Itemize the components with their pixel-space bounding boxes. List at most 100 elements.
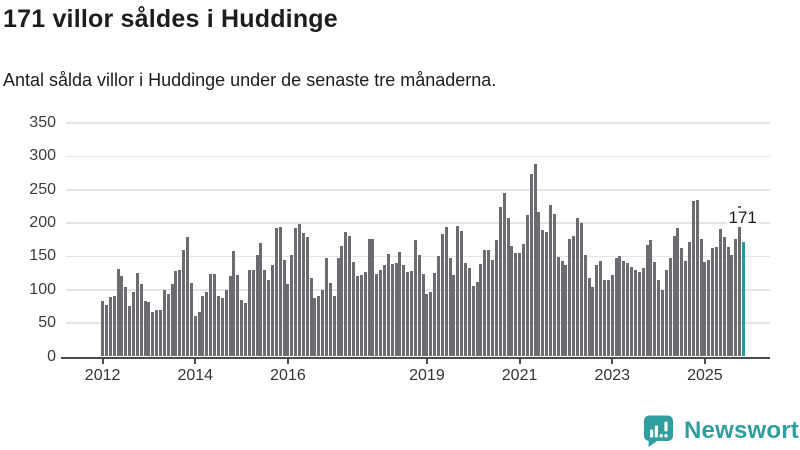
bar — [344, 232, 348, 357]
bar — [151, 312, 155, 357]
bar — [413, 240, 417, 357]
x-axis-tick-label: 2019 — [409, 367, 445, 384]
bar — [703, 261, 707, 357]
x-axis-line — [61, 356, 770, 359]
bar — [282, 259, 286, 357]
newsworthy-speech-bubble-chart-icon — [644, 415, 673, 447]
bar — [355, 276, 359, 357]
bar — [626, 263, 630, 357]
bar — [714, 247, 718, 357]
bar — [726, 247, 730, 357]
bar — [124, 287, 128, 357]
bar — [286, 284, 290, 357]
x-axis-tick-label: 2014 — [177, 367, 214, 384]
x-axis-tick-label: 2023 — [594, 367, 631, 384]
bar — [491, 259, 495, 357]
bar — [220, 297, 224, 357]
bar — [332, 296, 336, 357]
bar — [159, 309, 162, 357]
bar — [155, 310, 159, 357]
bar — [170, 284, 174, 357]
bar — [421, 274, 425, 357]
x-axis-tick — [703, 359, 706, 364]
bar — [699, 239, 703, 357]
bar — [162, 289, 166, 357]
bar — [321, 289, 325, 357]
bar — [572, 236, 576, 357]
bar — [186, 237, 190, 357]
bar — [336, 258, 340, 357]
bar — [209, 273, 213, 357]
bar — [483, 249, 487, 357]
bar — [278, 227, 282, 357]
bar — [213, 273, 217, 357]
bar — [128, 306, 132, 357]
bar — [243, 303, 247, 357]
bar — [560, 261, 564, 357]
bar — [494, 239, 498, 357]
bar — [653, 261, 657, 357]
bar — [502, 193, 506, 357]
bar — [618, 256, 622, 357]
bar — [633, 269, 637, 357]
bar — [425, 294, 429, 357]
y-axis-tick-label: 250 — [29, 180, 56, 198]
bar — [228, 275, 232, 357]
bar — [456, 225, 460, 357]
bar — [487, 249, 491, 357]
last-value-label: 171 — [726, 208, 759, 227]
x-axis-tick — [425, 359, 428, 364]
bar — [579, 223, 583, 357]
bar — [112, 296, 116, 357]
y-axis-tick-label: 100 — [29, 280, 56, 298]
bar — [120, 275, 124, 357]
bar — [525, 215, 529, 357]
bar — [676, 227, 680, 357]
bar — [514, 253, 518, 357]
bar — [147, 302, 151, 357]
y-axis-tick-label: 300 — [29, 147, 56, 165]
bar — [529, 174, 533, 357]
newsworthy-logo[interactable]: Newsworthy — [642, 414, 800, 448]
y-axis-tick-label: 200 — [29, 214, 56, 232]
bar — [657, 280, 661, 357]
bar — [548, 205, 552, 357]
bar — [587, 278, 591, 357]
x-axis-tick-label: 2025 — [687, 367, 723, 384]
bar — [367, 239, 371, 357]
bar — [267, 279, 271, 357]
bar — [197, 311, 201, 357]
bar — [116, 269, 120, 357]
bar — [518, 253, 522, 357]
y-axis-tick-label: 150 — [29, 247, 56, 265]
bar — [738, 206, 742, 357]
page-title: 171 villor såldes i Huddinge — [3, 5, 338, 33]
x-axis-tick — [286, 359, 289, 364]
bar — [371, 239, 375, 357]
bar — [108, 297, 112, 357]
bar — [630, 267, 634, 357]
bar — [166, 294, 170, 357]
bar — [610, 275, 614, 357]
bar — [711, 248, 715, 357]
bar — [687, 242, 691, 357]
y-gridline — [66, 155, 770, 158]
bar — [359, 275, 363, 357]
bar — [398, 251, 402, 357]
bar — [695, 199, 699, 357]
bar — [471, 285, 475, 357]
bar — [201, 296, 205, 357]
bar — [467, 268, 471, 357]
bar — [101, 301, 105, 357]
bar — [444, 227, 448, 357]
bar — [664, 269, 668, 357]
x-axis-tick — [101, 359, 104, 364]
bar — [591, 287, 595, 357]
bar — [313, 298, 317, 357]
bar — [433, 273, 437, 357]
bar — [660, 289, 664, 357]
bar — [606, 280, 610, 357]
bar — [730, 255, 734, 357]
bar — [429, 292, 433, 357]
x-axis-tick — [611, 359, 614, 364]
